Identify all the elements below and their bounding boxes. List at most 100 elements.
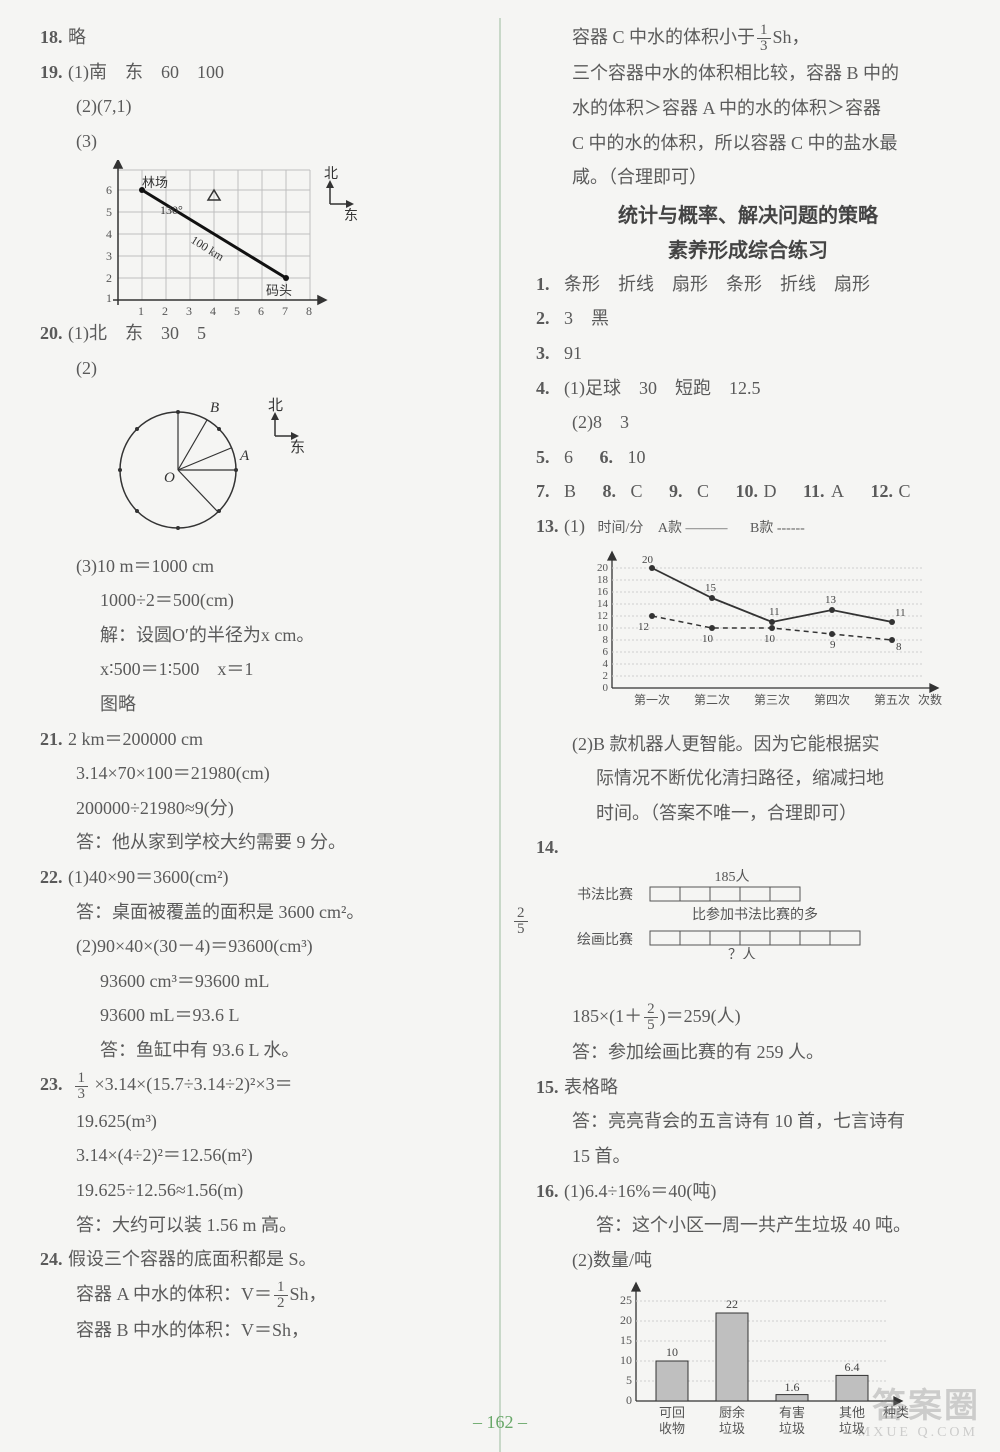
- q18: 18.略: [40, 22, 464, 53]
- svg-text:第一次: 第一次: [634, 693, 670, 707]
- label-linchang: 林场: [142, 175, 168, 190]
- q-number: 4.: [536, 373, 564, 404]
- rq13-l2: (2)B 款机器人更智能。因为它能根据实: [536, 729, 960, 760]
- svg-text:18: 18: [597, 574, 609, 586]
- svg-text:2: 2: [603, 670, 609, 682]
- q-number: 23.: [40, 1069, 68, 1100]
- q23-l4: 19.625÷12.56≈1.56(m): [40, 1175, 464, 1206]
- svg-text:8: 8: [603, 634, 609, 646]
- svg-text:10: 10: [764, 633, 776, 645]
- label-matou: 码头: [266, 283, 292, 298]
- q-number: 14.: [536, 832, 564, 863]
- q-number: 12.: [871, 476, 899, 507]
- rq7-t: B: [564, 481, 576, 501]
- svg-text:10: 10: [620, 1353, 632, 1367]
- q20-circle-chart: O A B 北 东: [98, 390, 464, 545]
- compass-north: 北: [324, 166, 338, 182]
- rq6-text: 10: [628, 447, 646, 467]
- q20-l2: (2): [40, 353, 464, 384]
- svg-text:3: 3: [186, 304, 192, 318]
- rq13-l3: 际情况不断优化清扫路径，缩减扫地: [536, 763, 960, 794]
- rtop-l1a: 容器 C 中水的体积小于: [572, 27, 755, 47]
- svg-text:5: 5: [626, 1373, 632, 1387]
- q24-l2b: Sh，: [290, 1284, 327, 1304]
- q23-l5: 答：大约可以装 1.56 m 高。: [40, 1210, 464, 1241]
- q14-tape-diagram: 185人 书法比赛 比参加书法比赛的多 绘画比赛 ？人 25: [572, 869, 960, 995]
- frac-2-5: 25: [644, 1002, 658, 1033]
- compass-east: 东: [344, 208, 358, 224]
- rtop-l1b: Sh，: [773, 27, 810, 47]
- rq10-t: D: [764, 481, 777, 501]
- q18-text: 略: [68, 27, 86, 47]
- left-column: 18.略 19.(1)南 东 60 100 (2)(7,1) (3) 65432…: [40, 18, 464, 1452]
- svg-text:13: 13: [825, 594, 837, 606]
- rtop-l1: 容器 C 中水的体积小于13Sh，: [536, 22, 960, 54]
- q13-line-chart: 02468101214161820 2015111311 12101098 第一…: [572, 548, 960, 723]
- q24-l2: 容器 A 中水的体积：V＝12Sh，: [40, 1279, 464, 1311]
- rq15: 15.表格略: [536, 1072, 960, 1103]
- rtop-l4: C 中的水的体积，所以容器 C 中的盐水最: [536, 128, 960, 159]
- svg-text:0: 0: [603, 682, 609, 694]
- q-number: 21.: [40, 724, 68, 755]
- svg-text:10: 10: [702, 633, 714, 645]
- rq2: 2.3 黑: [536, 303, 960, 334]
- svg-text:3: 3: [106, 249, 112, 263]
- q20-l6: x∶500＝1∶500 x＝1: [40, 654, 464, 685]
- q-number: 13.: [536, 511, 564, 542]
- watermark: 答案圈: [872, 1378, 980, 1427]
- rq4-l2: (2)8 3: [536, 407, 960, 438]
- rq15-l1: 表格略: [564, 1077, 618, 1097]
- q19-l3: (3): [40, 126, 464, 157]
- q24-l3: 容器 B 中水的体积：V＝Sh，: [40, 1315, 464, 1346]
- column-divider: [499, 18, 501, 1452]
- svg-text:？人: ？人: [728, 947, 756, 959]
- rq3-text: 91: [564, 343, 582, 363]
- rtop-l3: 水的体积＞容器 A 中的水的体积＞容器: [536, 93, 960, 124]
- svg-text:10: 10: [666, 1345, 678, 1359]
- svg-text:11: 11: [769, 606, 780, 618]
- rq3: 3.91: [536, 338, 960, 369]
- svg-text:1: 1: [106, 291, 112, 305]
- rq5-6: 5.6 6.10: [536, 442, 960, 473]
- svg-text:8: 8: [306, 304, 312, 318]
- q-number: 8.: [603, 476, 631, 507]
- label-B: B: [210, 400, 219, 416]
- svg-text:2: 2: [162, 304, 168, 318]
- rq4: 4.(1)足球 30 短跑 12.5: [536, 373, 960, 404]
- rq14-calc: 185×(1＋25)＝259(人): [536, 1001, 960, 1033]
- rq16-l3: (2)数量/吨: [536, 1245, 960, 1276]
- q-number: 16.: [536, 1176, 564, 1207]
- svg-text:绘画比赛: 绘画比赛: [577, 932, 633, 948]
- compass-north: 北: [268, 397, 283, 414]
- svg-text:6: 6: [258, 304, 264, 318]
- svg-text:10: 10: [597, 622, 609, 634]
- q24-l1: 假设三个容器的底面积都是 S。: [68, 1249, 317, 1269]
- q-number: 18.: [40, 22, 68, 53]
- svg-text:9: 9: [830, 639, 836, 651]
- svg-text:第三次: 第三次: [754, 693, 790, 707]
- q22-l5: 93600 mL＝93.6 L: [40, 1000, 464, 1031]
- svg-text:1.6: 1.6: [785, 1380, 800, 1394]
- q22-l3: (2)90×40×(30－4)＝93600(cm³): [40, 931, 464, 962]
- svg-text:第二次: 第二次: [694, 693, 730, 707]
- q23-l2: 19.625(m³): [40, 1106, 464, 1137]
- rq16: 16.(1)6.4÷16%＝40(吨): [536, 1176, 960, 1207]
- svg-text:15: 15: [620, 1333, 632, 1347]
- q-number: 11.: [803, 476, 831, 507]
- rq1-text: 条形 折线 扇形 条形 折线 扇形: [564, 274, 870, 294]
- q19-1: 19.(1)南 东 60 100: [40, 57, 464, 88]
- page-number: – 162 –: [0, 1412, 1000, 1433]
- svg-text:20: 20: [597, 562, 609, 574]
- section-title-1: 统计与概率、解决问题的策略: [536, 199, 960, 228]
- q-number: 20.: [40, 318, 68, 349]
- svg-text:8: 8: [896, 641, 902, 653]
- svg-text:12: 12: [597, 610, 608, 622]
- svg-text:12: 12: [638, 621, 649, 633]
- svg-text:7: 7: [282, 304, 288, 318]
- rq14: 14.: [536, 832, 960, 863]
- svg-text:15: 15: [705, 582, 717, 594]
- q-number: 6.: [600, 442, 628, 473]
- watermark-sub: MXUE Q.COM: [858, 1425, 978, 1441]
- q24-l2a: 容器 A 中水的体积：V＝: [76, 1284, 272, 1304]
- page: 18.略 19.(1)南 东 60 100 (2)(7,1) (3) 65432…: [40, 18, 960, 1452]
